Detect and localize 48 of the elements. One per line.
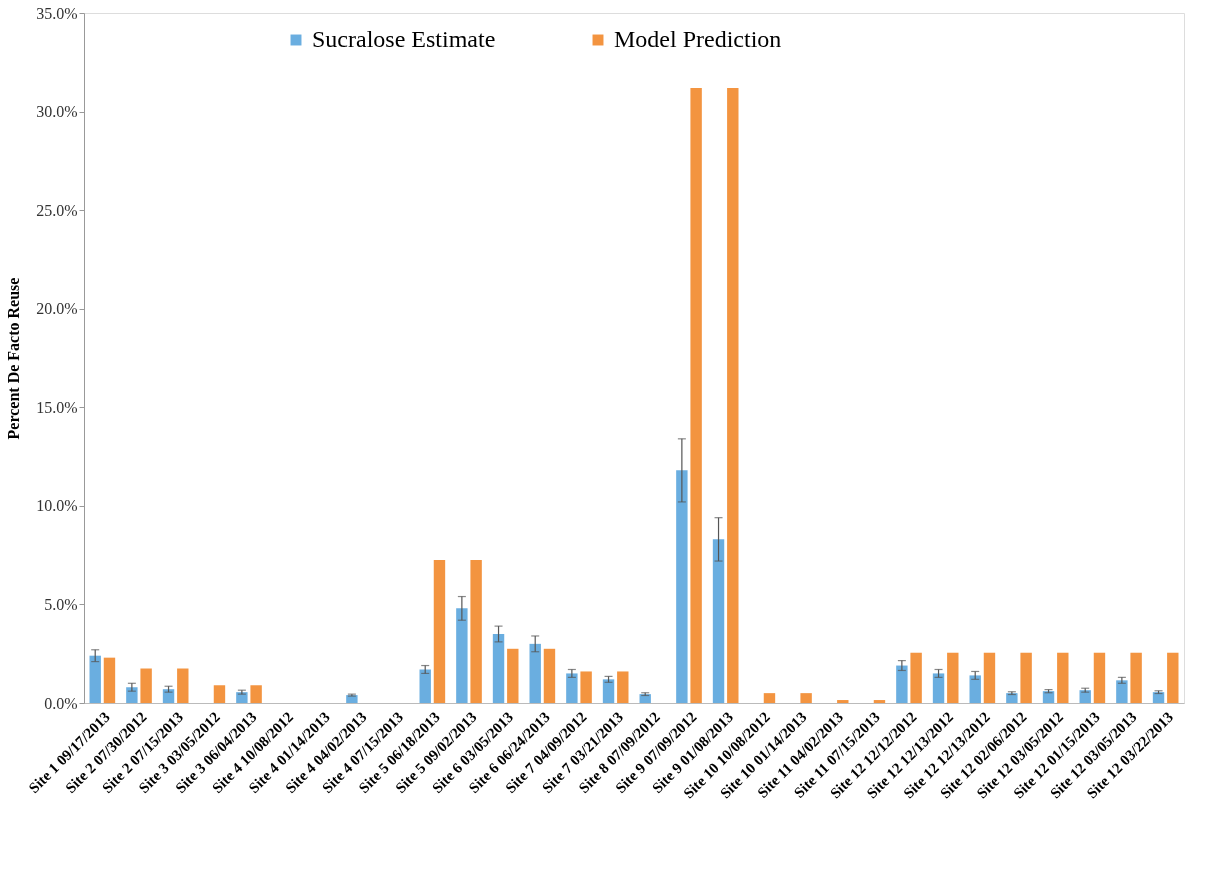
y-axis-title: Percent De Facto Reuse bbox=[5, 277, 23, 440]
legend-label: Model Prediction bbox=[614, 26, 782, 52]
bar bbox=[492, 634, 505, 703]
y-tick-label: 20.0% bbox=[36, 300, 78, 318]
bar bbox=[617, 671, 629, 703]
bar bbox=[470, 560, 482, 703]
bar bbox=[837, 700, 849, 703]
bar bbox=[983, 652, 996, 703]
bar bbox=[1093, 652, 1106, 703]
bar bbox=[896, 665, 908, 703]
y-tick-label: 5.0% bbox=[44, 595, 78, 613]
bar bbox=[1167, 652, 1179, 703]
bar bbox=[177, 668, 189, 703]
bar bbox=[250, 685, 262, 703]
bar bbox=[126, 687, 138, 703]
bar bbox=[543, 648, 556, 703]
y-tick-label: 0.0% bbox=[44, 694, 78, 712]
y-tick-label: 30.0% bbox=[36, 103, 78, 121]
bar bbox=[507, 648, 519, 703]
bar bbox=[676, 470, 688, 703]
bar bbox=[456, 608, 468, 703]
bar bbox=[1042, 691, 1055, 703]
bar bbox=[763, 693, 776, 703]
y-tick-label: 25.0% bbox=[36, 201, 78, 219]
y-tick-label: 35.0% bbox=[36, 4, 78, 22]
bar bbox=[690, 87, 702, 703]
bar bbox=[140, 668, 152, 703]
bar bbox=[580, 671, 592, 703]
bar bbox=[947, 652, 959, 703]
y-tick-label: 15.0% bbox=[36, 398, 78, 416]
bar bbox=[910, 652, 922, 703]
bar bbox=[1152, 692, 1165, 703]
bar bbox=[1057, 652, 1069, 703]
bar bbox=[1006, 693, 1018, 703]
bar bbox=[712, 539, 725, 703]
bar bbox=[1020, 652, 1032, 703]
bar bbox=[213, 685, 226, 703]
bar bbox=[103, 657, 116, 703]
bar bbox=[800, 693, 812, 703]
bar bbox=[1130, 652, 1142, 703]
y-tick-label: 10.0% bbox=[36, 497, 78, 515]
bar bbox=[639, 694, 651, 703]
bar bbox=[727, 87, 739, 703]
bar bbox=[529, 643, 541, 703]
bar bbox=[433, 560, 446, 703]
bar bbox=[89, 655, 101, 703]
legend-label: Sucralose Estimate bbox=[312, 26, 496, 52]
bar bbox=[873, 700, 886, 703]
